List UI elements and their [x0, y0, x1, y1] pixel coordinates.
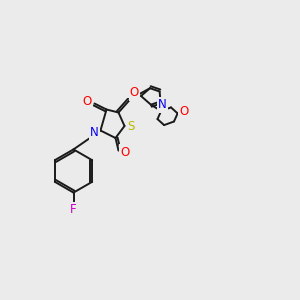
- Text: O: O: [121, 146, 130, 159]
- Text: F: F: [70, 203, 77, 216]
- Text: O: O: [130, 86, 139, 100]
- Text: N: N: [158, 98, 167, 112]
- Text: O: O: [82, 94, 91, 108]
- Text: O: O: [180, 105, 189, 119]
- Text: N: N: [90, 125, 99, 139]
- Text: H: H: [128, 87, 136, 98]
- Text: S: S: [128, 119, 135, 133]
